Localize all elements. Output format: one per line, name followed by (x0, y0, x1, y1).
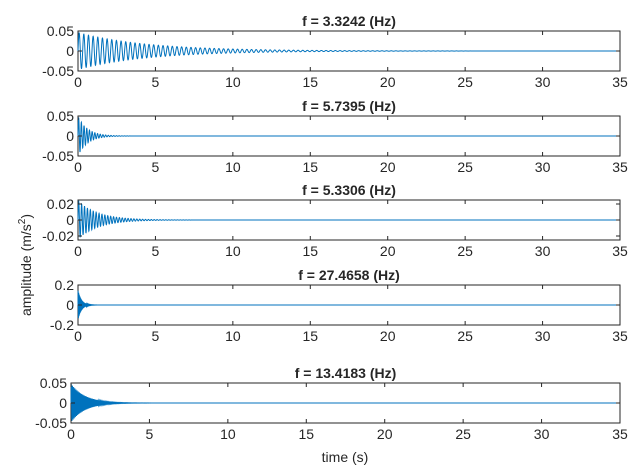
x-tick-label: 20 (380, 328, 396, 344)
x-tick-label: 0 (67, 426, 75, 442)
x-tick-label: 5 (152, 243, 160, 259)
y-axis-label-end: ) (18, 214, 34, 219)
y-axis-label-superscript: 2 (17, 218, 28, 224)
y-tick-label: 0.05 (47, 108, 74, 124)
y-tick-label: 0 (59, 395, 67, 411)
y-tick-label: -0.05 (35, 415, 67, 431)
x-tick-label: 5 (152, 328, 160, 344)
y-tick-label: -0.05 (42, 148, 74, 164)
signal-line (70, 384, 620, 422)
x-tick-label: 5 (152, 74, 160, 90)
x-tick-label: 25 (457, 243, 473, 259)
x-tick-label: 10 (225, 159, 241, 175)
subplot-title: f = 3.3242 (Hz) (302, 13, 396, 29)
signal-line (77, 200, 620, 238)
x-tick-label: 15 (298, 426, 314, 442)
y-tick-label: 0.02 (47, 196, 74, 212)
subplot-title: f = 13.4183 (Hz) (295, 365, 397, 381)
y-tick-label: -0.05 (42, 63, 74, 79)
y-tick-label: 0 (66, 43, 74, 59)
x-tick-label: 20 (380, 243, 396, 259)
subplot-4: 0 5 10 15 20 25 30 35-0.200.2f = 27.4658 (Hz) (50, 267, 628, 344)
y-tick-label: -0.2 (50, 317, 74, 333)
x-tick-label: 10 (220, 426, 236, 442)
x-tick-label: 35 (612, 426, 628, 442)
x-tick-label: 35 (612, 243, 628, 259)
x-tick-label: 10 (225, 243, 241, 259)
x-tick-label: 25 (457, 328, 473, 344)
y-tick-label: 0.05 (47, 23, 74, 39)
x-tick-label: 10 (225, 74, 241, 90)
x-axis-label: time (s) (322, 449, 369, 465)
y-tick-label: 0.2 (55, 277, 75, 293)
x-tick-label: 20 (380, 74, 396, 90)
y-axis-label-text: amplitude (m/s (18, 224, 34, 316)
x-tick-label: 30 (534, 426, 550, 442)
subplot-title: f = 5.7395 (Hz) (302, 98, 396, 114)
signal-line (77, 32, 620, 69)
x-tick-label: 0 (74, 328, 82, 344)
x-tick-label: 30 (535, 243, 551, 259)
x-tick-label: 35 (612, 74, 628, 90)
subplot-title: f = 5.3306 (Hz) (302, 182, 396, 198)
subplot-title: f = 27.4658 (Hz) (298, 267, 400, 283)
x-tick-label: 25 (455, 426, 471, 442)
x-tick-label: 25 (457, 159, 473, 175)
y-tick-label: 0 (66, 128, 74, 144)
x-tick-label: 25 (457, 74, 473, 90)
x-tick-label: 20 (377, 426, 393, 442)
x-tick-label: 0 (74, 243, 82, 259)
x-tick-label: 15 (302, 159, 318, 175)
x-tick-label: 5 (152, 159, 160, 175)
x-tick-label: 30 (535, 159, 551, 175)
x-tick-label: 15 (302, 328, 318, 344)
x-tick-label: 35 (612, 328, 628, 344)
x-tick-label: 30 (535, 328, 551, 344)
y-tick-label: 0 (66, 212, 74, 228)
y-tick-label: -0.02 (42, 228, 74, 244)
signal-line (77, 290, 620, 319)
x-tick-label: 10 (225, 328, 241, 344)
x-tick-label: 35 (612, 159, 628, 175)
x-tick-label: 15 (302, 74, 318, 90)
x-tick-label: 0 (74, 159, 82, 175)
signal-line (77, 117, 620, 153)
x-tick-label: 0 (74, 74, 82, 90)
x-tick-label: 15 (302, 243, 318, 259)
x-tick-label: 20 (380, 159, 396, 175)
y-axis-label: amplitude (m/s2) (17, 214, 34, 316)
y-tick-label: 0.05 (40, 375, 67, 391)
y-tick-label: 0 (66, 297, 74, 313)
x-tick-label: 30 (535, 74, 551, 90)
x-tick-label: 5 (146, 426, 154, 442)
